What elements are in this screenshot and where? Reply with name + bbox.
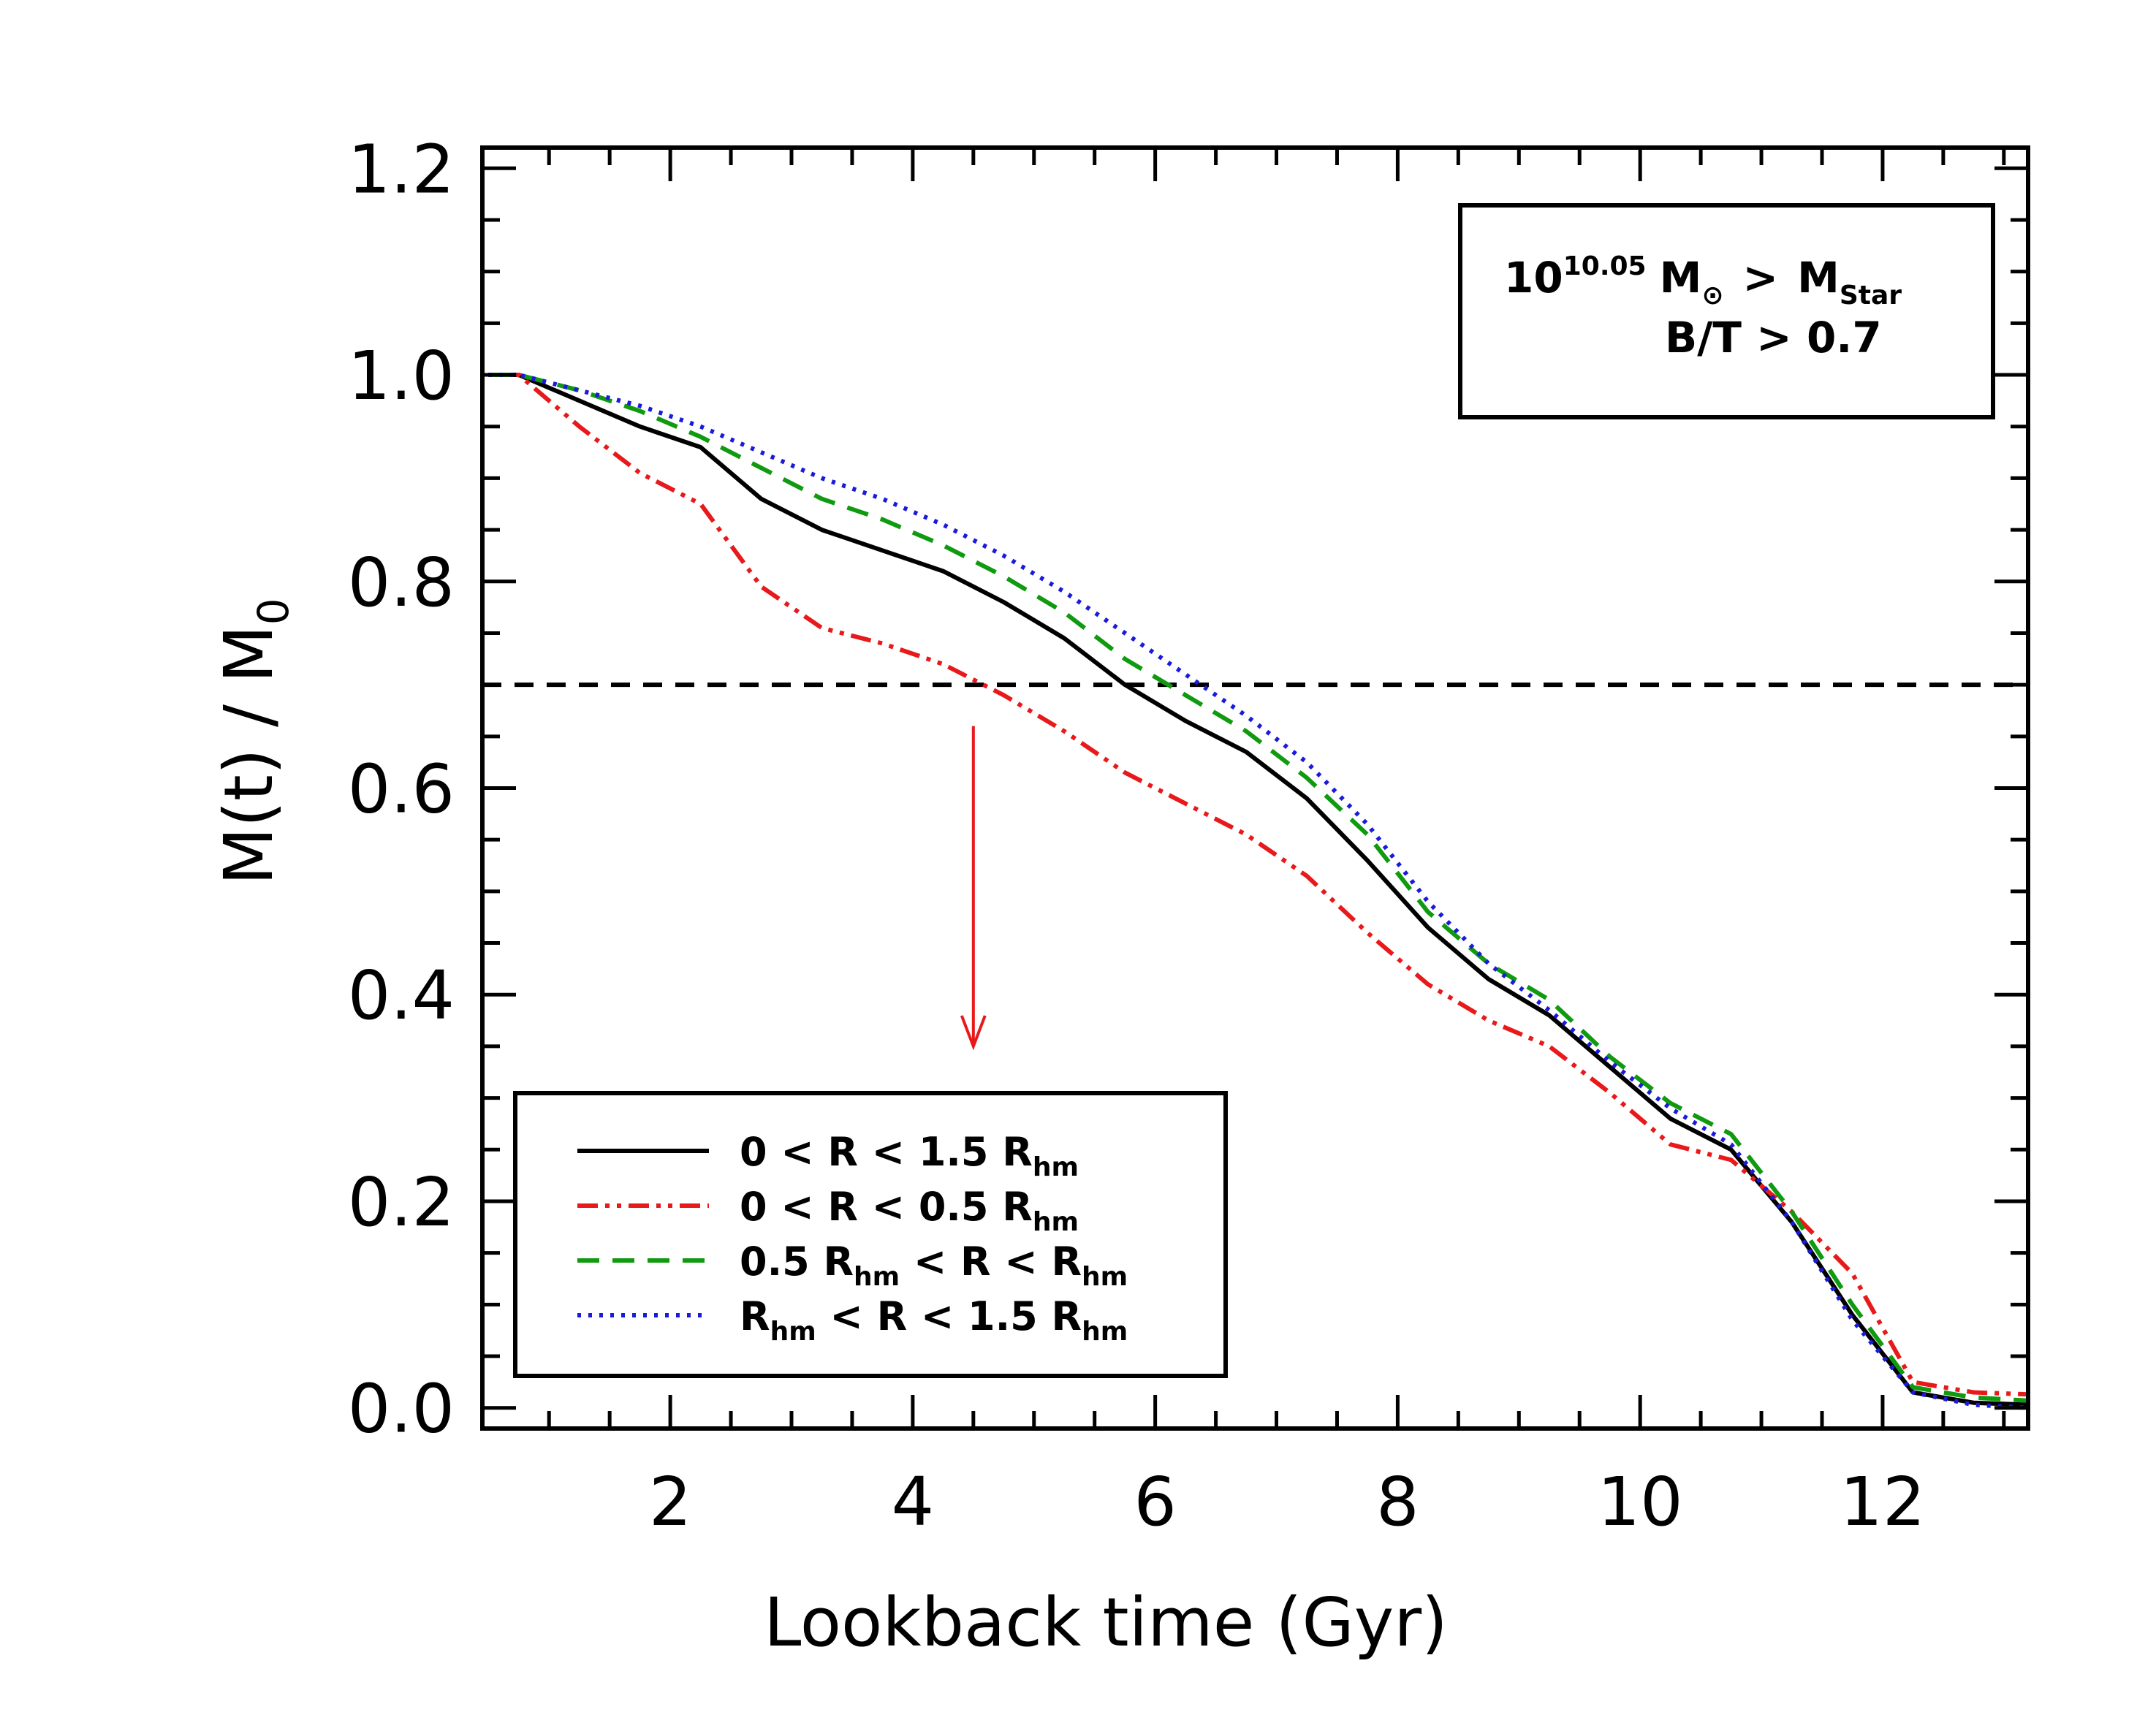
info-exp: 10.05 xyxy=(1563,251,1647,281)
y-tick-label: 1.0 xyxy=(348,337,455,415)
y-axis-title-group: M(t) / M0 xyxy=(210,598,298,885)
x-axis-title: Lookback time (Gyr) xyxy=(764,1583,1448,1662)
y-tick-label: 0.2 xyxy=(348,1163,455,1241)
info-rel: > xyxy=(1742,253,1778,303)
info-unit-sub: ⊙ xyxy=(1701,281,1723,311)
axes-layer: 2 4 6 8 10 12 0.0 0.2 0.4 0.6 0.8 1.0 1.2 xyxy=(348,130,2030,1541)
info-unit: M xyxy=(1660,253,1702,303)
y-axis-title-sub: 0 xyxy=(248,598,298,625)
legend-label-part: 0 < R < 1.5 R xyxy=(740,1129,1033,1175)
arrow-layer xyxy=(960,726,987,1051)
legend-label-part: hm xyxy=(1033,1207,1079,1237)
info-box-line2: B/T > 0.7 xyxy=(1665,313,1882,362)
info-mstar: M xyxy=(1797,253,1840,303)
legend-label-3: 0.5 Rhm < R < Rhm xyxy=(740,1239,1128,1292)
x-tick-label: 10 xyxy=(1598,1463,1683,1541)
x-tick-label: 8 xyxy=(1376,1463,1419,1541)
legend-label-2: 0 < R < 0.5 Rhm xyxy=(740,1184,1079,1237)
legend-label-part: hm xyxy=(854,1262,900,1292)
legend-label-part: hm xyxy=(1082,1262,1128,1292)
legend-label-4: Rhm < R < 1.5 Rhm xyxy=(740,1293,1128,1347)
legend-label-1: 0 < R < 1.5 Rhm xyxy=(740,1129,1079,1182)
info-box-frame xyxy=(1458,203,1995,419)
y-tick-label: 0.6 xyxy=(348,750,455,829)
legend-frame xyxy=(513,1091,1228,1378)
x-tick-label: 6 xyxy=(1134,1463,1177,1541)
y-tick-label: 1.2 xyxy=(348,130,455,208)
legend-label-part: < R < R xyxy=(900,1239,1082,1285)
info-base: 10 xyxy=(1504,253,1563,303)
legend-label-part: 0.5 R xyxy=(740,1239,854,1285)
legend-label-part: < R < 1.5 R xyxy=(816,1293,1082,1339)
info-box-line1: 1010.05 M⊙ > MStar xyxy=(1504,251,1902,311)
series-layer xyxy=(488,373,2029,1410)
info-mstar-sub: Star xyxy=(1840,281,1902,311)
legend-label-part: hm xyxy=(770,1317,816,1347)
series-line-2 xyxy=(488,373,2029,1397)
legend-label-part: 0 < R < 0.5 R xyxy=(740,1184,1033,1230)
y-tick-label: 0.4 xyxy=(348,956,455,1035)
series-line-4 xyxy=(488,373,2029,1410)
y-axis-title-main: M(t) / M xyxy=(210,625,288,885)
y-axis-title: M(t) / M0 xyxy=(210,598,298,885)
legend-label-part: R xyxy=(740,1293,770,1339)
x-tick-label: 4 xyxy=(892,1463,935,1541)
x-tick-label: 2 xyxy=(649,1463,692,1541)
arrow-head xyxy=(960,1015,987,1051)
x-tick-label: 12 xyxy=(1840,1463,1925,1541)
series-line-3 xyxy=(488,373,2029,1403)
legend-label-part: hm xyxy=(1082,1317,1128,1347)
y-tick-label: 0.0 xyxy=(348,1370,455,1448)
legend-label-part: hm xyxy=(1033,1152,1079,1182)
info-box: 1010.05 M⊙ > MStar B/T > 0.7 xyxy=(1458,203,1995,419)
y-tick-label: 0.8 xyxy=(348,544,455,622)
